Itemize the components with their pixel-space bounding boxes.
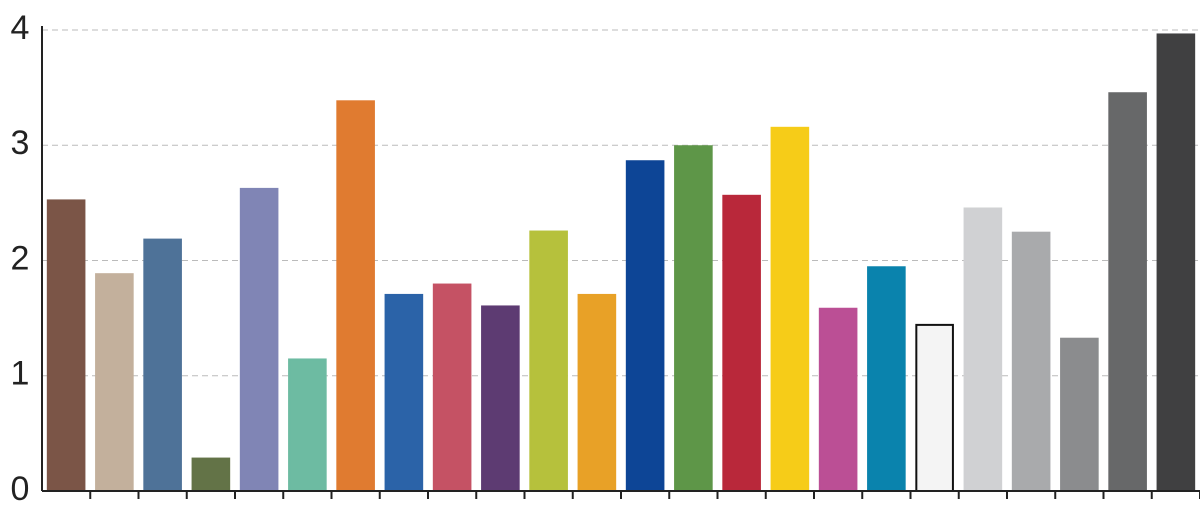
y-tick-label: 4 (11, 9, 30, 47)
y-tick-label: 0 (11, 470, 30, 508)
bar (46, 199, 86, 492)
bar (674, 145, 713, 492)
bar (1011, 231, 1051, 492)
bar (770, 126, 810, 492)
bar (915, 323, 954, 493)
y-tick-label: 1 (11, 355, 30, 393)
bar (625, 160, 665, 492)
y-tick-label: 3 (11, 124, 30, 162)
bar (1156, 33, 1196, 493)
bar (191, 457, 231, 493)
bar (432, 283, 472, 492)
bar (481, 305, 520, 493)
bar (867, 266, 906, 493)
bar (529, 230, 568, 492)
bar (239, 187, 279, 493)
bar (722, 194, 761, 492)
bar (1108, 92, 1147, 493)
bar (963, 207, 1003, 493)
bar (95, 273, 134, 492)
y-tick-label: 2 (11, 239, 30, 277)
bar (818, 307, 858, 492)
bar (1060, 337, 1099, 492)
bar (288, 358, 327, 492)
bar (143, 238, 182, 492)
bar (384, 293, 424, 492)
bar (336, 100, 375, 493)
bar (577, 293, 617, 492)
